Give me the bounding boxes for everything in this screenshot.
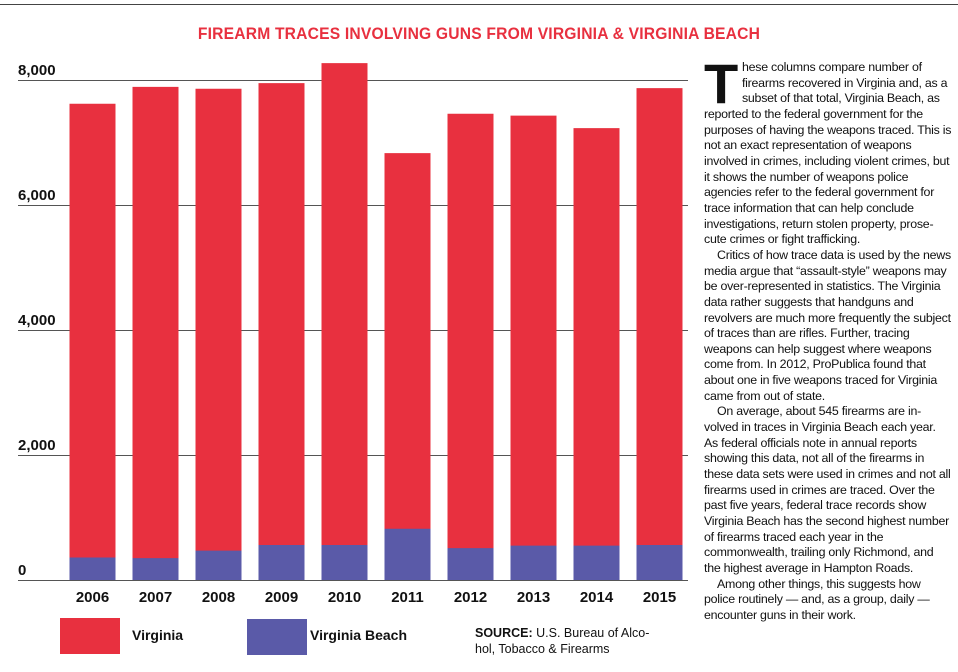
x-tick-label: 2007 — [139, 589, 172, 606]
bar-virginia-beach-2014 — [573, 545, 620, 580]
drop-cap: T — [704, 52, 738, 115]
bar-virginia-2010 — [321, 63, 368, 580]
x-tick-label: 2008 — [202, 589, 235, 606]
bar-virginia-beach-2011 — [384, 528, 431, 580]
bar-chart: 0 2,000 4,000 6,000 8,000 2006 2007 2008 2009 201… — [18, 62, 688, 606]
y-tick-label: 4,000 — [18, 312, 56, 329]
bar-virginia-2012 — [447, 113, 494, 580]
top-rule — [0, 4, 958, 5]
y-tick-label: 2,000 — [18, 437, 56, 454]
source-text: U.S. Bureau of Alco-hol, Tobacco & Firea… — [475, 626, 650, 656]
x-tick-label: 2014 — [580, 589, 614, 606]
y-tick-label: 8,000 — [18, 62, 56, 79]
bar-virginia-2014 — [573, 128, 620, 580]
legend-swatch-virginia — [60, 618, 120, 654]
x-tick-label: 2015 — [643, 589, 676, 606]
legend-swatch-virginia-beach — [247, 619, 307, 655]
bar-virginia-beach-2015 — [636, 545, 683, 580]
bar-virginia-beach-2009 — [258, 545, 305, 580]
article-paragraph: Among other things, this suggests how po… — [704, 576, 930, 622]
bar-virginia-beach-2013 — [510, 545, 557, 580]
x-tick-label: 2006 — [76, 589, 109, 606]
x-tick-label: 2011 — [391, 589, 424, 606]
bar-virginia-beach-2008 — [195, 550, 242, 580]
bar-virginia-2008 — [195, 88, 242, 580]
bar-virginia-2013 — [510, 115, 557, 580]
article-paragraph: On average, about 545 firearms are in-vo… — [704, 404, 951, 575]
bar-virginia-2009 — [258, 83, 305, 580]
x-tick-label: 2009 — [265, 589, 298, 606]
bar-virginia-beach-2006 — [69, 557, 116, 580]
y-tick-label: 6,000 — [18, 187, 56, 204]
x-tick-label: 2010 — [328, 589, 361, 606]
bar-virginia-2011 — [384, 153, 431, 580]
chart-title: FIREARM TRACES INVOLVING GUNS FROM VIRGI… — [197, 24, 761, 43]
bar-virginia-2015 — [636, 88, 683, 580]
bar-virginia-2006 — [69, 103, 116, 580]
bar-virginia-beach-2012 — [447, 548, 494, 580]
source-label: SOURCE: — [475, 626, 533, 640]
legend-label-virginia-beach: Virginia Beach — [310, 627, 408, 643]
y-tick-label: 0 — [18, 562, 26, 579]
bar-virginia-beach-2010 — [321, 545, 368, 580]
bar-virginia-beach-2007 — [132, 558, 179, 580]
x-tick-label: 2013 — [517, 589, 550, 606]
legend-label-virginia: Virginia — [132, 627, 184, 643]
bar-virginia-2007 — [132, 86, 179, 580]
article-paragraph: Critics of how trace data is used by the… — [704, 247, 951, 403]
source-note: SOURCE: U.S. Bureau of Alco-hol, Tobacco… — [475, 625, 665, 657]
x-tick-label: 2012 — [454, 589, 487, 606]
